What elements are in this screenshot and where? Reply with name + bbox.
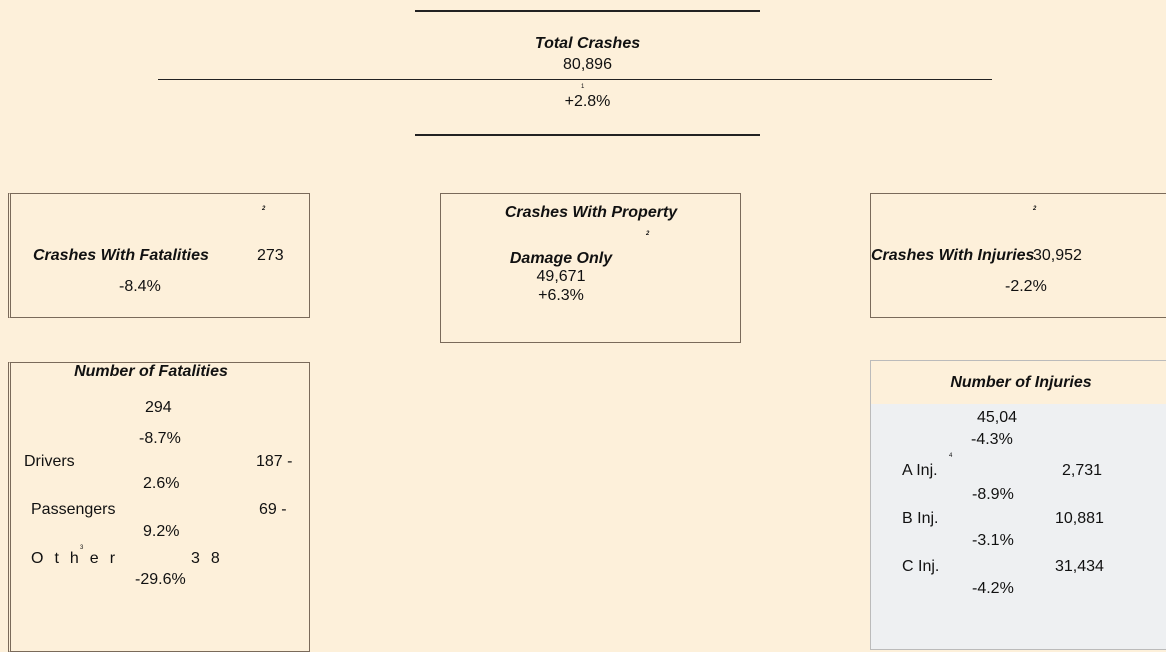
property-change: +6.3% [538,287,584,304]
footnote: 2 [1033,206,1037,212]
row-change: 2.6% [143,475,180,492]
property-title: Damage Only [509,250,613,267]
row-label: Other [31,550,127,567]
injury-change: -2.2% [1005,278,1047,295]
footnote: 1 [581,84,585,90]
injuries-header [871,361,1166,404]
total-change: +2.8% [564,93,611,110]
injuries-title: Number of Injuries [950,374,1092,391]
rule [415,134,760,136]
property-value: 49,671 [536,268,586,285]
row-value: 187 - [256,453,293,470]
row-label: Passengers [31,501,116,518]
row-label: B Inj. [902,510,939,527]
footnote: 2 [262,206,266,212]
total-title: Total Crashes [534,35,641,52]
total-value: 80,896 [563,56,612,73]
rule [415,10,760,12]
footnote: 2 [646,231,650,237]
property-title: Crashes With Property [504,204,678,221]
row-value: 69 - [259,501,287,518]
injuries-change: -4.3% [971,431,1013,448]
row-change: -3.1% [972,532,1014,549]
row-change: -8.9% [972,486,1014,503]
row-change: -4.2% [972,580,1014,597]
row-label: A Inj. [902,462,938,479]
footnote: 3 [80,545,84,551]
row-value: 38 [191,550,231,567]
row-change: 9.2% [143,523,180,540]
row-label: Drivers [24,453,75,470]
fatal-change: -8.4% [119,278,161,295]
injury-crashes-box: Crashes With Injuries 2 30,952 -2.2% [870,193,1166,318]
row-value: 31,434 [1055,558,1104,575]
injuries-box: Number of Injuries 45,04 -4.3% 4 A Inj. … [870,360,1166,650]
fatalities-title: Number of Fatalities [74,363,228,380]
fatal-crashes-box: Crashes With Fatalities 2 273 -8.4% [8,193,310,318]
row-change: -29.6% [135,571,186,588]
fatal-title: Crashes With Fatalities [33,247,209,264]
fatalities-change: -8.7% [139,430,181,447]
rule [158,79,992,80]
footnote: 4 [949,453,953,459]
property-box: Crashes With Property 2 Damage Only 49,6… [440,193,741,343]
row-value: 10,881 [1055,510,1104,527]
fatalities-box: Number of Fatalities 294 -8.7% Drivers 1… [8,362,310,652]
injury-value: 30,952 [1033,247,1082,264]
injuries-value: 45,04 [977,409,1018,426]
fatalities-value: 294 [145,399,172,416]
injury-title: Crashes With Injuries [871,247,1035,264]
row-value: 2,731 [1062,462,1103,479]
row-label: C Inj. [902,558,940,575]
fatal-value: 273 [257,247,284,264]
